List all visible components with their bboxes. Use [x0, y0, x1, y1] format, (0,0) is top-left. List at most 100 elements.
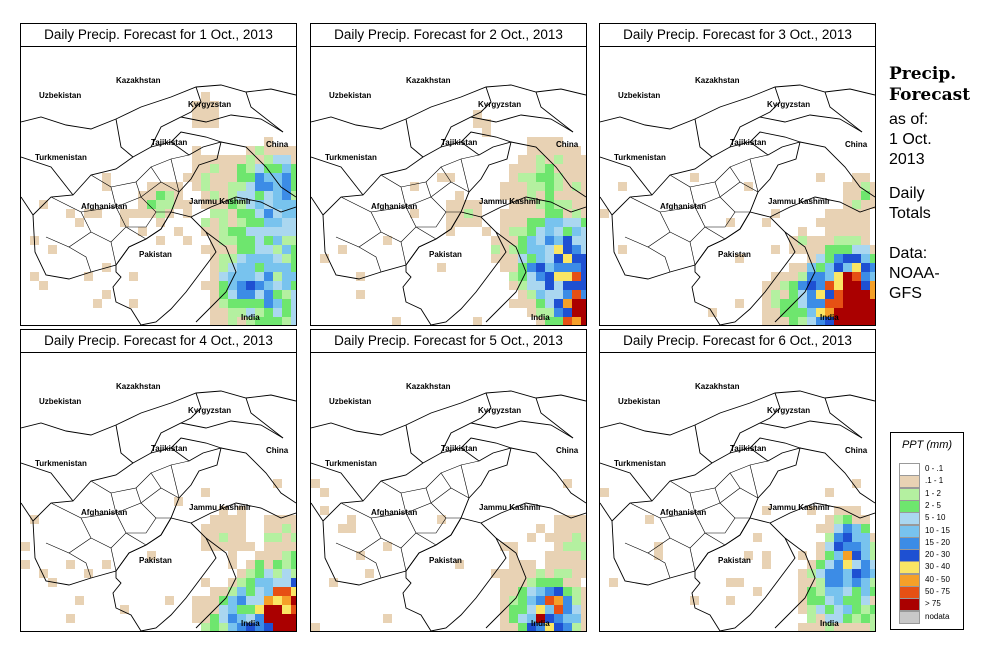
precip-cell — [581, 164, 586, 173]
precip-cell — [834, 524, 843, 533]
precip-cell — [536, 596, 545, 605]
border-line — [769, 196, 875, 218]
precip-cell — [464, 200, 473, 209]
border-line — [21, 84, 296, 130]
precip-cell — [219, 227, 228, 236]
precip-cell — [228, 623, 237, 631]
precip-cell — [255, 227, 264, 236]
precip-cell — [527, 272, 536, 281]
precip-cell — [66, 614, 75, 623]
precip-cell — [572, 569, 581, 578]
precip-cell — [210, 524, 219, 533]
precip-cell — [690, 596, 699, 605]
precip-cell — [237, 524, 246, 533]
precip-cell — [291, 218, 296, 227]
region-label-india: India — [820, 619, 839, 628]
precip-cell — [536, 569, 545, 578]
precip-cell — [563, 587, 572, 596]
precip-cell — [834, 623, 843, 631]
precip-cell — [545, 560, 554, 569]
precip-cell — [518, 299, 527, 308]
precip-cell — [500, 596, 509, 605]
precip-cell — [536, 209, 545, 218]
border-line — [759, 392, 781, 424]
precip-cell — [273, 605, 282, 614]
precip-cell — [500, 542, 509, 551]
precip-cell — [264, 254, 273, 263]
region-labels: Kazakhstan Uzbekistan Kyrgyzstan Tajikistan… — [35, 382, 289, 628]
legend-swatch — [899, 536, 920, 550]
precip-cell — [282, 200, 291, 209]
legend-swatch — [899, 549, 920, 563]
precip-cell — [210, 542, 219, 551]
precip-cell — [861, 533, 870, 542]
province-boundary — [400, 487, 432, 504]
precip-cell — [120, 218, 129, 227]
precip-cell — [518, 254, 527, 263]
precip-cell — [572, 155, 581, 164]
precip-cell — [518, 596, 527, 605]
precip-cell — [219, 245, 228, 254]
precip-cell — [291, 182, 296, 191]
precip-cell — [246, 614, 255, 623]
precip-cell — [255, 614, 264, 623]
precip-cell — [282, 146, 291, 155]
precip-cell — [825, 308, 834, 317]
precip-cell — [554, 587, 563, 596]
region-label-kazakhstan: Kazakhstan — [116, 76, 161, 85]
precip-cell — [491, 236, 500, 245]
precip-cell — [536, 200, 545, 209]
precip-cell — [264, 227, 273, 236]
region-label-china: China — [845, 140, 868, 149]
precip-cell — [536, 245, 545, 254]
precip-cell — [228, 200, 237, 209]
precip-cell — [545, 146, 554, 155]
panel-title: Daily Precip. Forecast for 6 Oct., 2013 — [599, 329, 876, 353]
precip-cell — [609, 578, 618, 587]
precip-cell — [237, 209, 246, 218]
border-line — [510, 141, 586, 198]
precip-cell — [527, 209, 536, 218]
precip-cell — [264, 551, 273, 560]
precip-cell — [219, 173, 228, 182]
precip-cell — [201, 578, 210, 587]
precip-cell — [237, 227, 246, 236]
precip-cell — [581, 317, 586, 325]
precip-cell — [446, 227, 455, 236]
precip-cell — [518, 263, 527, 272]
precip-cell — [861, 272, 870, 281]
panel-title: Daily Precip. Forecast for 4 Oct., 2013 — [20, 329, 297, 353]
precip-cell — [500, 191, 509, 200]
precip-cell — [237, 569, 246, 578]
precip-cell — [870, 317, 875, 325]
precip-cell — [210, 218, 219, 227]
precip-cell — [500, 569, 509, 578]
precip-cell — [282, 182, 291, 191]
precip-cell — [264, 569, 273, 578]
precip-cell — [228, 524, 237, 533]
region-label-tajikistan: Tajikistan — [151, 444, 187, 453]
precip-cell — [852, 551, 861, 560]
precip-cell — [509, 164, 518, 173]
region-label-jammu_kashmir: Jammu Kashmir — [768, 197, 830, 206]
precip-cell — [563, 515, 572, 524]
precip-cell — [545, 623, 554, 631]
region-label-kyrgyzstan: Kyrgyzstan — [188, 100, 231, 109]
precip-cell — [237, 290, 246, 299]
precip-cell — [527, 164, 536, 173]
precip-cell — [201, 605, 210, 614]
precip-cell — [861, 515, 870, 524]
region-label-china: China — [556, 140, 579, 149]
province-boundary — [659, 206, 706, 243]
border-line — [220, 447, 296, 504]
precip-cell — [816, 623, 825, 631]
border-line — [824, 91, 863, 133]
precip-cell — [138, 209, 147, 218]
precip-cell — [273, 560, 282, 569]
precip-cell — [572, 605, 581, 614]
precip-cell — [852, 182, 861, 191]
precip-cell — [816, 317, 825, 325]
forecast-map: Kazakhstan Uzbekistan Kyrgyzstan Tajikistan… — [20, 46, 297, 326]
precip-cell — [870, 200, 875, 209]
precip-cell — [834, 281, 843, 290]
